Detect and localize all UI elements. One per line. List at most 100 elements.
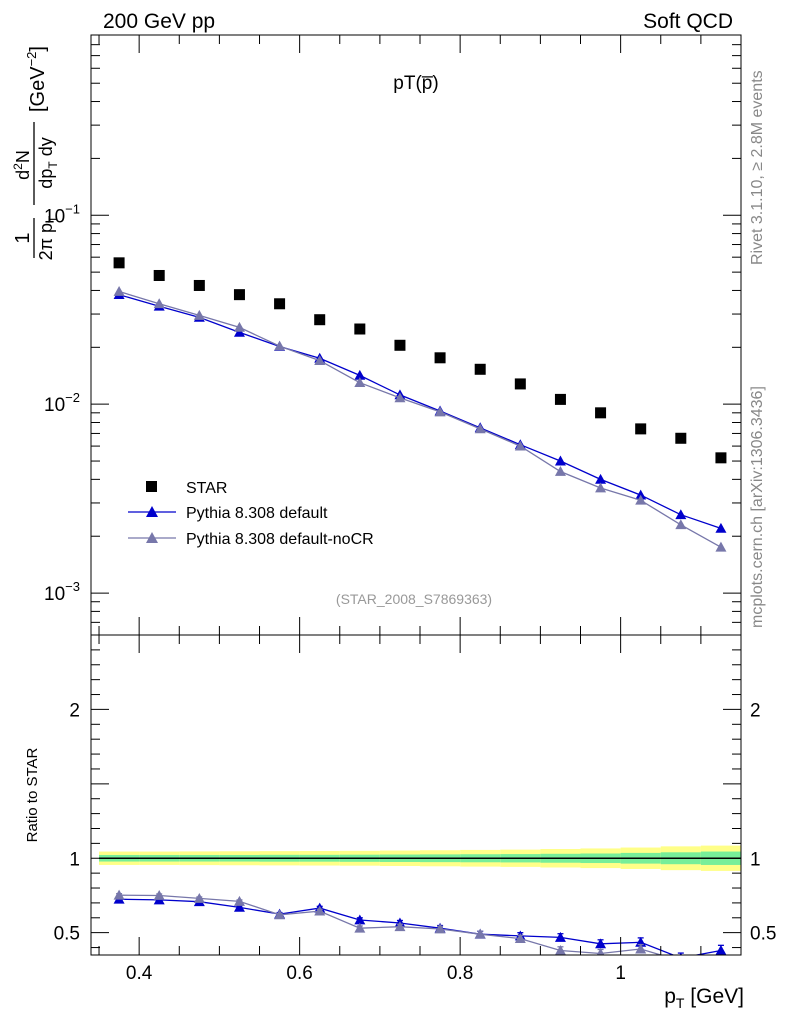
x-axis-label-unit: [GeV] [684, 985, 744, 1008]
star-point-3 [233, 289, 245, 301]
legend-label-star: STAR [186, 480, 227, 497]
ratio-series-1-point-9 [474, 928, 486, 939]
x-tick-label-0: 0.4 [126, 963, 153, 984]
x-axis-label-sub: T [676, 995, 685, 1011]
star-point-8 [434, 352, 446, 364]
ratio-series-0-point-11 [554, 931, 566, 942]
main-y-tick-label-0: 10−1 [44, 201, 80, 227]
ratio-series-1-point-2 [193, 892, 205, 903]
ratio-series-1-point-11 [554, 945, 566, 955]
star-point-12 [595, 407, 607, 419]
series-2-point-8 [434, 406, 446, 417]
legend: STAR Pythia 8.308 default Pythia 8.308 d… [128, 480, 374, 548]
ylabel-frac1: 1 [12, 232, 34, 243]
ylabel-frac2-num: d2N [11, 150, 33, 180]
series-2-point-7 [394, 392, 406, 403]
star-point-0 [113, 257, 125, 269]
star-point-1 [153, 269, 165, 281]
ratio-y-tick-label-right-1: 1 [750, 849, 761, 870]
ratio-series-0-point-6 [354, 914, 366, 925]
series-2-point-5 [314, 355, 326, 366]
mcplots-label: mcplots.cern.ch [arXiv:1306.3436] [749, 386, 766, 628]
series-2-point-12 [595, 482, 607, 493]
series-1-point-15 [715, 522, 727, 533]
header-left-label: 200 GeV pp [103, 10, 215, 33]
ratio-y-tick-label-right-2: 2 [750, 700, 761, 721]
series-2-point-6 [354, 377, 366, 388]
ratio-y-tick-label-left-0: 0.5 [54, 924, 80, 945]
ratio-series-0-point-3 [233, 901, 245, 912]
series-2-point-10 [514, 440, 526, 451]
ratio-plot-marks [99, 845, 741, 965]
ratio-panel: 0.4 0.6 0.8 1 0.5 0.5 1 1 2 2 Ratio to STAR pT [G… [24, 634, 776, 1011]
ylabel-frac2-den: dpT dy [36, 137, 60, 188]
star-point-7 [394, 339, 406, 351]
legend-label-nocr: Pythia 8.308 default-noCR [186, 531, 374, 548]
ratio-series-0-point-15 [715, 945, 727, 955]
series-2-point-2 [193, 309, 205, 320]
ratio-y-tick-label-left-2: 2 [69, 700, 80, 721]
main-y-tick-label-2: 10−3 [44, 579, 80, 605]
ratio-y-label: Ratio to STAR [24, 747, 41, 842]
main-y-tick-label-1: 10−2 [44, 390, 80, 416]
star-point-10 [514, 378, 526, 390]
series-2-point-3 [233, 321, 245, 332]
ratio-series-1-point-14 [675, 955, 686, 965]
star-point-11 [554, 393, 566, 405]
series-2-point-9 [474, 423, 486, 434]
series-2-point-1 [153, 298, 165, 309]
header-right-label: Soft QCD [643, 10, 733, 33]
series-1-point-11 [554, 455, 566, 466]
ratio-series-1-point-4 [274, 909, 286, 920]
ylabel-frac1-den: 2π pT [36, 215, 60, 260]
ratio-series-1-point-0 [113, 889, 125, 900]
ylabel-unit: [GeV−2] [24, 46, 49, 112]
star-point-4 [274, 298, 286, 310]
ratio-series-group [113, 889, 727, 965]
ratio-series-0-point-12 [595, 938, 607, 949]
series-2-point-14 [675, 519, 687, 530]
star-point-14 [675, 432, 687, 444]
ratio-series-1-point-13 [635, 943, 647, 954]
ratio-series-1-point-10 [514, 933, 526, 944]
x-tick-label-3: 1 [615, 963, 626, 984]
ratio-series-1-point-12 [596, 948, 605, 955]
series-line-1 [118, 294, 722, 530]
main-plot-title: pT(p̅) [393, 73, 438, 94]
series-2-point-15 [715, 541, 727, 552]
analysis-tag: (STAR_2008_S7869363) [336, 591, 492, 607]
star-point-2 [193, 279, 205, 291]
main-axis-ticks: 10−1 10−2 10−3 [44, 34, 742, 636]
series-2-point-11 [554, 466, 566, 476]
main-y-axis-label: 1 2π pT d2N dpT dy [GeV−2] [11, 46, 60, 260]
rivet-label: Rivet 3.1.10, ≥ 2.8M events [749, 70, 766, 265]
star-point-5 [314, 314, 326, 326]
ratio-axis-ticks: 0.4 0.6 0.8 1 0.5 0.5 1 1 2 2 [54, 634, 776, 984]
ratio-series-1-point-5 [314, 905, 326, 916]
ratio-series-1-point-3 [233, 895, 245, 906]
ratio-y-tick-label-right-0: 0.5 [750, 924, 776, 945]
ratio-series-1-point-6 [354, 922, 366, 933]
x-tick-label-1: 0.6 [286, 963, 312, 984]
legend-marker-default [146, 506, 158, 517]
legend-label-default: Pythia 8.308 default [186, 505, 328, 522]
ratio-series-1-point-1 [153, 889, 165, 900]
series-2-point-0 [113, 285, 125, 296]
star-point-15 [715, 452, 727, 464]
series-1-point-6 [354, 369, 366, 380]
ratio-series-1-point-8 [434, 923, 446, 934]
series-1-point-3 [233, 326, 245, 337]
star-point-6 [354, 323, 366, 335]
series-2-point-13 [635, 494, 647, 505]
ratio-series-0-point-14 [679, 952, 683, 955]
legend-marker-nocr [146, 532, 158, 543]
ratio-series-1-point-7 [394, 921, 406, 932]
ratio-plot-frame [90, 634, 742, 956]
series-2-point-4 [274, 340, 286, 351]
x-tick-label-2: 0.8 [447, 963, 473, 984]
x-axis-label-base: p [664, 985, 676, 1008]
series-1-point-13 [635, 489, 647, 500]
ratio-y-tick-label-left-1: 1 [69, 849, 80, 870]
series-1-point-14 [675, 509, 687, 520]
